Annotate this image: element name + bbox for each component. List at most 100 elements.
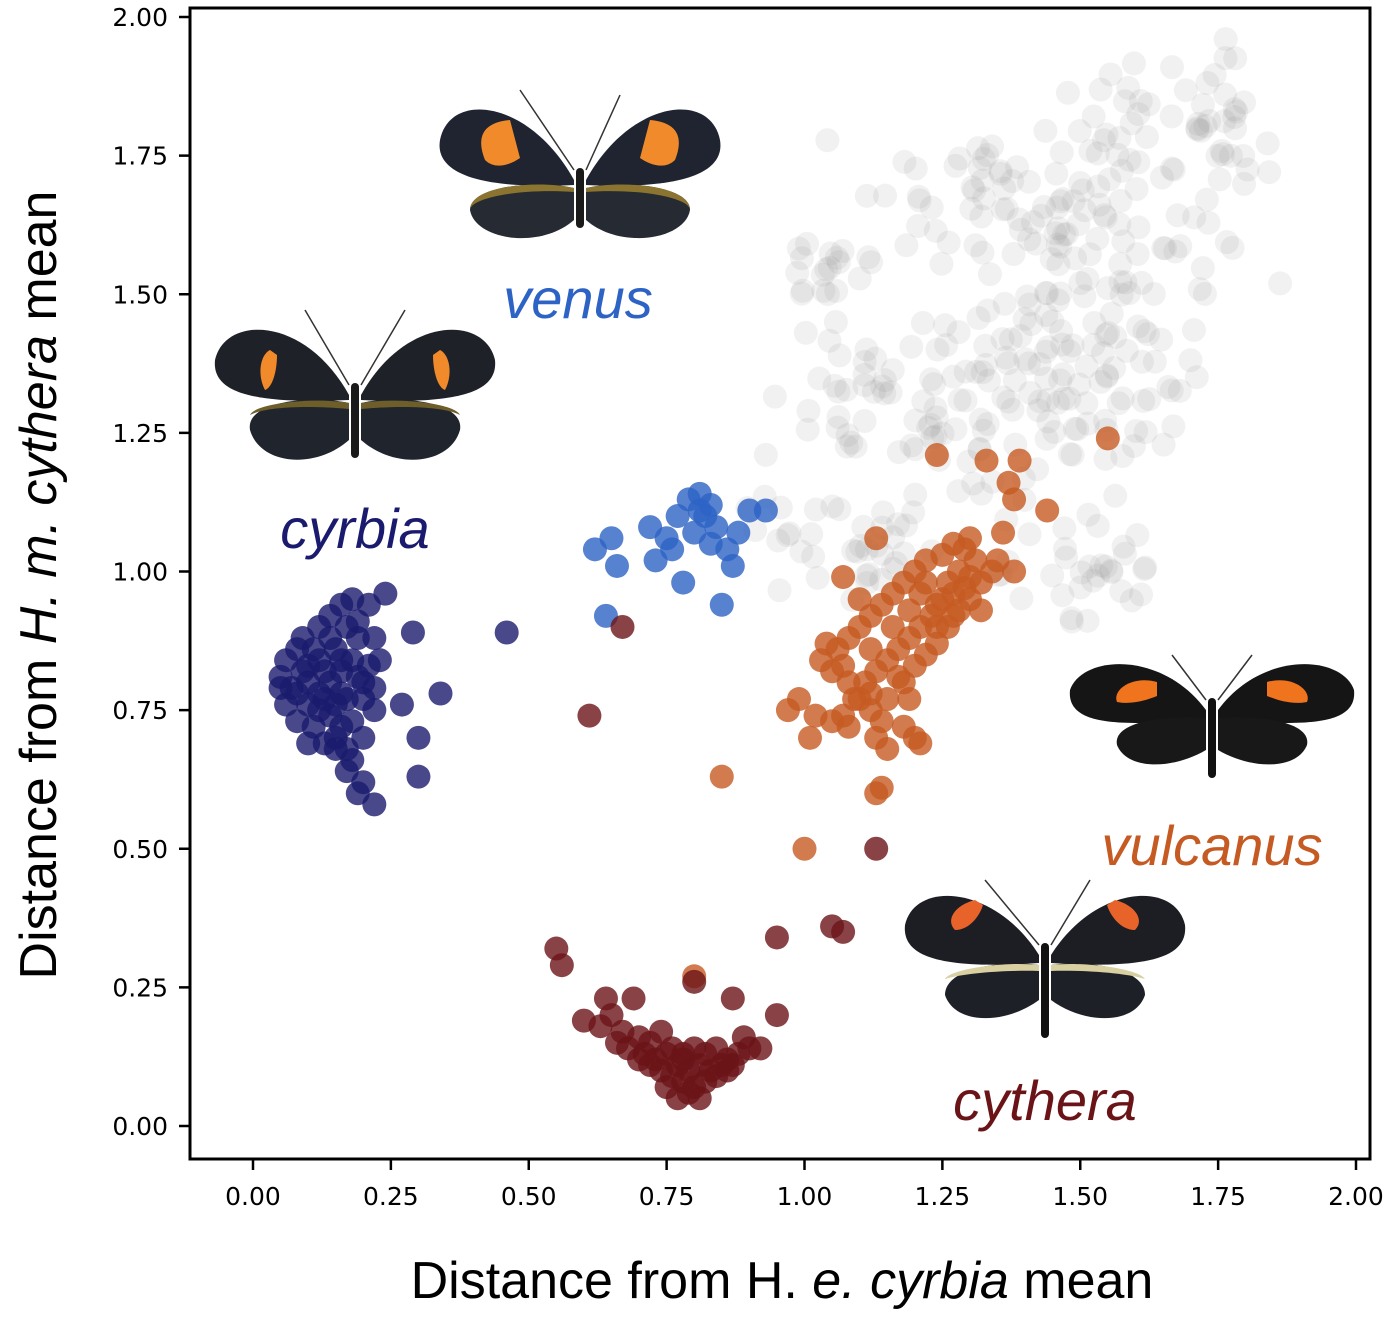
other-point	[1097, 167, 1122, 192]
other-point	[1039, 247, 1064, 272]
other-point	[1046, 390, 1071, 415]
other-point	[899, 433, 924, 458]
other-point	[1087, 192, 1112, 217]
other-point	[933, 313, 958, 338]
other-point	[1042, 419, 1067, 444]
cyrbia-point	[362, 675, 387, 700]
other-point	[1205, 143, 1230, 168]
y-tick-label: 1.00	[112, 558, 168, 587]
other-point	[841, 538, 866, 563]
other-point	[839, 430, 864, 455]
other-point	[1119, 588, 1144, 613]
other-point	[1212, 109, 1237, 134]
other-point	[1185, 116, 1210, 141]
other-point	[1067, 119, 1092, 144]
other-point	[1040, 309, 1065, 334]
vulcanus-point	[831, 565, 856, 590]
other-point	[996, 389, 1021, 414]
other-point	[1075, 608, 1100, 633]
vulcanus-point	[858, 637, 883, 662]
cyrbia-point	[494, 620, 519, 645]
other-point	[1126, 150, 1151, 175]
other-point	[1149, 165, 1174, 190]
other-point	[1113, 270, 1138, 295]
cythera-point	[720, 986, 745, 1011]
other-point	[1114, 338, 1139, 363]
other-point	[886, 440, 911, 465]
other-point	[1173, 78, 1198, 103]
vulcanus-point	[831, 653, 856, 678]
other-point	[910, 310, 935, 335]
cythera-point	[632, 1041, 657, 1066]
x-tick-label: 1.00	[777, 1182, 833, 1211]
cyrbia-point	[406, 725, 431, 750]
other-point	[976, 368, 1001, 393]
other-point	[1126, 314, 1151, 339]
other-point	[975, 143, 1000, 168]
label-cyrbia: cyrbia	[280, 497, 429, 560]
other-point	[1057, 386, 1082, 411]
other-point	[1134, 124, 1159, 149]
vulcanus-point	[897, 598, 922, 623]
other-point	[1052, 516, 1077, 541]
other-point	[814, 257, 839, 282]
y-tick-label: 0.25	[112, 973, 168, 1002]
other-point	[1065, 417, 1090, 442]
other-point	[1214, 230, 1239, 255]
other-point	[1067, 372, 1092, 397]
x-tick-label: 1.75	[1190, 1182, 1246, 1211]
other-point	[991, 385, 1016, 410]
venus-point	[720, 553, 745, 578]
vulcanus-point	[858, 681, 883, 706]
other-point	[795, 231, 820, 256]
other-point	[823, 310, 848, 335]
other-point	[1008, 217, 1033, 242]
y-tick-label: 1.50	[112, 280, 168, 309]
cythera-point	[610, 614, 635, 639]
other-point	[1218, 143, 1243, 168]
other-point	[1163, 239, 1188, 264]
x-tick-label: 2.00	[1328, 1182, 1384, 1211]
other-point	[827, 497, 852, 522]
venus-point	[582, 537, 607, 562]
other-point	[1016, 351, 1041, 376]
other-point	[1142, 349, 1167, 374]
other-point	[1117, 147, 1142, 172]
cyrbia-point	[279, 675, 304, 700]
other-point	[873, 183, 898, 208]
other-point	[1129, 349, 1154, 374]
other-point	[1048, 234, 1073, 259]
other-point	[1094, 122, 1119, 147]
other-point	[1035, 281, 1060, 306]
other-point	[859, 250, 884, 275]
other-point	[766, 528, 791, 553]
other-point	[1078, 138, 1103, 163]
other-point	[1026, 398, 1051, 423]
other-point	[1005, 155, 1030, 180]
label-vulcanus: vulcanus	[1101, 814, 1322, 877]
other-point	[1098, 62, 1123, 87]
x-axis-ticks: 0.00 0.25 0.50 0.75 1.00 1.25 1.50 1.75 2.00	[225, 1159, 1384, 1211]
other-point	[825, 415, 850, 440]
other-point	[1185, 117, 1210, 142]
other-point	[1027, 389, 1052, 414]
other-point	[946, 479, 971, 504]
vulcanus-point	[836, 714, 861, 739]
other-point	[1220, 235, 1245, 260]
other-point	[854, 183, 879, 208]
other-point	[960, 175, 985, 200]
other-point	[1257, 160, 1282, 185]
vulcanus-point	[880, 614, 905, 639]
y-axis-ticks: 0.00 0.25 0.50 0.75 1.00 1.25 1.50 1.75 2.00	[112, 3, 190, 1141]
other-point	[973, 352, 998, 377]
other-point	[1000, 397, 1025, 422]
other-point	[1151, 235, 1176, 260]
other-point	[805, 565, 830, 590]
other-point	[1049, 140, 1074, 165]
other-point	[943, 417, 968, 442]
other-point	[1110, 386, 1135, 411]
cythera-point	[720, 1053, 745, 1078]
cyrbia-point	[329, 648, 354, 673]
other-point	[1055, 80, 1080, 105]
